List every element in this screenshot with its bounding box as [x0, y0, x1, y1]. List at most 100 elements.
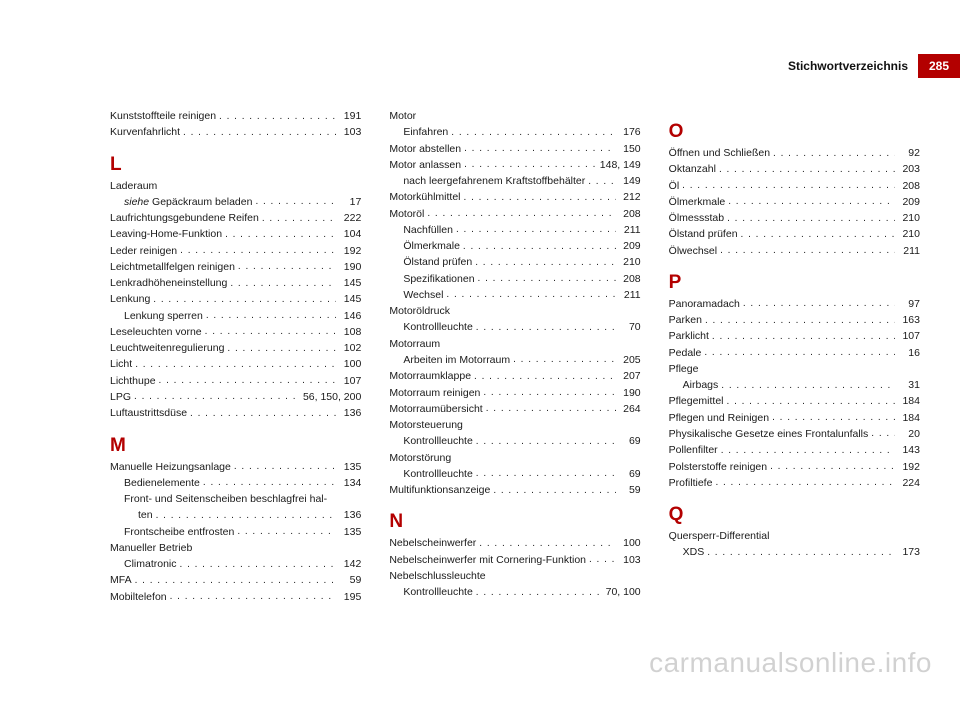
index-entry: Ölstand prüfen210	[389, 254, 640, 270]
entry-page: 92	[898, 145, 920, 161]
leader-dots	[153, 292, 336, 303]
entry-label: Motor anlassen	[389, 157, 461, 173]
entry-label: Kurvenfahrlicht	[110, 124, 180, 140]
leader-dots	[773, 146, 895, 157]
index-entry: Motorraum	[389, 336, 640, 352]
entry-label: Ölmerkmale	[669, 194, 726, 210]
entry-label: Ölstand prüfen	[403, 254, 472, 270]
index-columns: Kunststoffteile reinigen191Kurvenfahrlic…	[110, 108, 920, 641]
index-entry: Parken163	[669, 312, 920, 328]
entry-label: Motorsteuerung	[389, 417, 463, 433]
leader-dots	[715, 475, 895, 486]
index-entry: Ölstand prüfen210	[669, 226, 920, 242]
entry-label: Pedale	[669, 345, 702, 361]
leader-dots	[464, 190, 616, 201]
entry-label: Motor abstellen	[389, 141, 461, 157]
leader-dots	[474, 369, 616, 380]
index-entry: ten136	[110, 507, 361, 523]
leader-dots	[234, 459, 336, 470]
entry-page: 16	[898, 345, 920, 361]
entry-label: Motoröl	[389, 206, 424, 222]
index-entry: Polsterstoffe reinigen192	[669, 459, 920, 475]
index-entry: Nebelschlussleuchte	[389, 568, 640, 584]
index-entry: Ölmerkmale209	[669, 194, 920, 210]
entry-label: Spezifikationen	[403, 271, 474, 287]
leader-dots	[727, 394, 895, 405]
entry-page: 191	[339, 108, 361, 124]
leader-dots	[464, 141, 616, 152]
leader-dots	[704, 345, 895, 356]
index-entry: Kontrollleuchte69	[389, 466, 640, 482]
entry-label: Motorraumklappe	[389, 368, 471, 384]
entry-page: 208	[898, 178, 920, 194]
index-entry: Motorkühlmittel212	[389, 189, 640, 205]
index-entry: Motoröl208	[389, 206, 640, 222]
index-entry: Leaving-Home-Funktion104	[110, 226, 361, 242]
entry-page: 190	[619, 385, 641, 401]
leader-dots	[476, 320, 616, 331]
entry-label: Physikalische Gesetze eines Frontalunfal…	[669, 426, 869, 442]
leader-dots	[721, 378, 895, 389]
leader-dots	[262, 211, 336, 222]
entry-page: 205	[619, 352, 641, 368]
entry-label: Motorraum	[389, 336, 440, 352]
index-entry: siehe Gepäckraum beladen17	[110, 194, 361, 210]
entry-label: Profiltiefe	[669, 475, 713, 491]
index-entry: LPG56, 150, 200	[110, 389, 361, 405]
index-entry: Leder reinigen192	[110, 243, 361, 259]
index-entry: Motor abstellen 150	[389, 141, 640, 157]
index-page: Stichwortverzeichnis 285 Kunststoffteile…	[0, 0, 960, 701]
index-entry: Airbags31	[669, 377, 920, 393]
entry-page: 211	[898, 243, 920, 259]
entry-label: Front- und Seitenscheiben beschlagfrei h…	[124, 491, 327, 507]
entry-label: Motorraum reinigen	[389, 385, 480, 401]
section-letter: P	[669, 273, 920, 292]
entry-label: siehe Gepäckraum beladen	[124, 194, 252, 210]
leader-dots	[476, 585, 603, 596]
index-entry: Leuchtweitenregulierung102	[110, 340, 361, 356]
header-title: Stichwortverzeichnis	[788, 59, 908, 73]
entry-label: Luftaustrittsdüse	[110, 405, 187, 421]
leader-dots	[727, 211, 895, 222]
entry-label: Bedienelemente	[124, 475, 200, 491]
page-number: 285	[929, 59, 949, 73]
entry-label: Multifunktionsanzeige	[389, 482, 490, 498]
index-entry: nach leergefahrenem Kraftstoffbehälter14…	[389, 173, 640, 189]
entry-label: Leder reinigen	[110, 243, 177, 259]
leader-dots	[476, 466, 616, 477]
entry-label: Nachfüllen	[403, 222, 453, 238]
entry-page: 70, 100	[606, 584, 641, 600]
leader-dots	[478, 271, 616, 282]
leader-dots	[134, 389, 300, 400]
entry-page: 104	[339, 226, 361, 242]
entry-page: 150	[619, 141, 641, 157]
entry-page: 59	[339, 572, 361, 588]
entry-label: Panoramadach	[669, 296, 740, 312]
entry-label: Motorkühlmittel	[389, 189, 460, 205]
index-entry: Physikalische Gesetze eines Frontalunfal…	[669, 426, 920, 442]
index-entry: Front- und Seitenscheiben beschlagfrei h…	[110, 491, 361, 507]
entry-label: Quersperr-Differential	[669, 528, 770, 544]
entry-label: Arbeiten im Motorraum	[403, 352, 510, 368]
index-entry: Mobiltelefon195	[110, 589, 361, 605]
leader-dots	[135, 357, 336, 368]
entry-page: 102	[339, 340, 361, 356]
entry-page: 209	[619, 238, 641, 254]
index-entry: Nebelscheinwerfer mit Cornering-Funktion…	[389, 552, 640, 568]
entry-page: 190	[339, 259, 361, 275]
entry-label: Mobiltelefon	[110, 589, 167, 605]
leader-dots	[728, 194, 895, 205]
entry-label: Motoröldruck	[389, 303, 450, 319]
entry-label: Pflege	[669, 361, 699, 377]
entry-page: 163	[898, 312, 920, 328]
entry-label: Nebelscheinwerfer	[389, 535, 476, 551]
leader-dots	[743, 296, 895, 307]
leader-dots	[206, 308, 337, 319]
entry-page: 136	[339, 405, 361, 421]
section-letter: M	[110, 436, 361, 455]
entry-page: 184	[898, 393, 920, 409]
page-number-box: 285	[918, 54, 960, 78]
entry-label: Ölmerkmale	[403, 238, 460, 254]
entry-page: 135	[339, 459, 361, 475]
entry-label: Climatronic	[124, 556, 177, 572]
